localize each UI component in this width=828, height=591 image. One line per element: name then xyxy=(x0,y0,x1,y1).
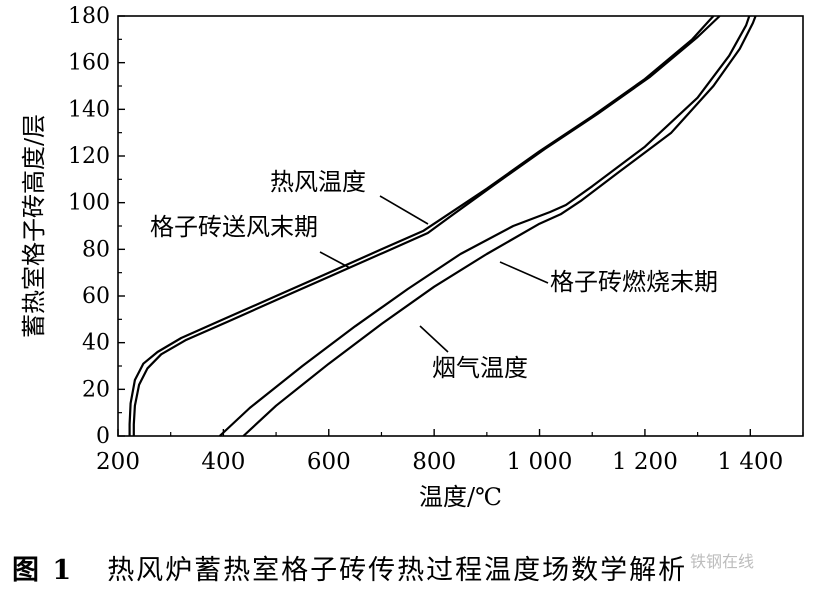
y-tick-label: 100 xyxy=(68,191,110,216)
y-tick-label: 60 xyxy=(82,284,110,309)
y-tick-label: 160 xyxy=(68,51,110,76)
figure-caption: 图 1 热风炉蓄热室格子砖传热过程温度场数学解析 xyxy=(12,548,687,587)
annotation-label: 格子砖燃烧末期 xyxy=(550,268,718,296)
caption-text: 热风炉蓄热室格子砖传热过程温度场数学解析 xyxy=(107,555,688,586)
x-tick-label: 200 xyxy=(96,449,140,475)
annotation-leader xyxy=(419,325,449,353)
y-tick-label: 40 xyxy=(82,331,110,356)
y-tick-label: 80 xyxy=(82,237,110,262)
series-line-3 xyxy=(218,15,751,437)
x-tick-label: 1 000 xyxy=(507,449,573,475)
annotation-label: 热风温度 xyxy=(270,168,366,196)
y-tick-label: 180 xyxy=(68,4,110,29)
annotation-label: 烟气温度 xyxy=(432,354,528,382)
y-tick-label: 140 xyxy=(68,97,110,122)
annotation-leader xyxy=(379,195,429,225)
figure-number: 图 1 xyxy=(12,555,74,586)
x-tick-label: 600 xyxy=(307,449,351,475)
annotation-leader xyxy=(499,261,549,284)
watermark-text: 铁钢在线 xyxy=(690,552,755,571)
series-line-2 xyxy=(132,15,721,436)
series-line-4 xyxy=(242,15,757,437)
y-axis-label: 蓄热室格子砖高度/层 xyxy=(20,114,48,338)
annotation-leader xyxy=(319,251,351,269)
y-tick-label: 0 xyxy=(96,424,110,449)
annotation-label: 格子砖送风末期 xyxy=(150,213,318,241)
chart-area: 200 400 600 800 1 000 1 200 1 400 0 20 40 60 80 100 1… xyxy=(20,4,804,511)
x-tick-label: 1 400 xyxy=(717,449,783,475)
x-tick-label: 1 200 xyxy=(612,449,678,475)
x-tick-label: 400 xyxy=(201,449,245,475)
y-tick-label: 120 xyxy=(68,144,110,169)
y-tick-label: 20 xyxy=(82,377,110,402)
x-tick-label: 800 xyxy=(412,449,456,475)
x-axis-label: 温度/℃ xyxy=(419,483,502,511)
